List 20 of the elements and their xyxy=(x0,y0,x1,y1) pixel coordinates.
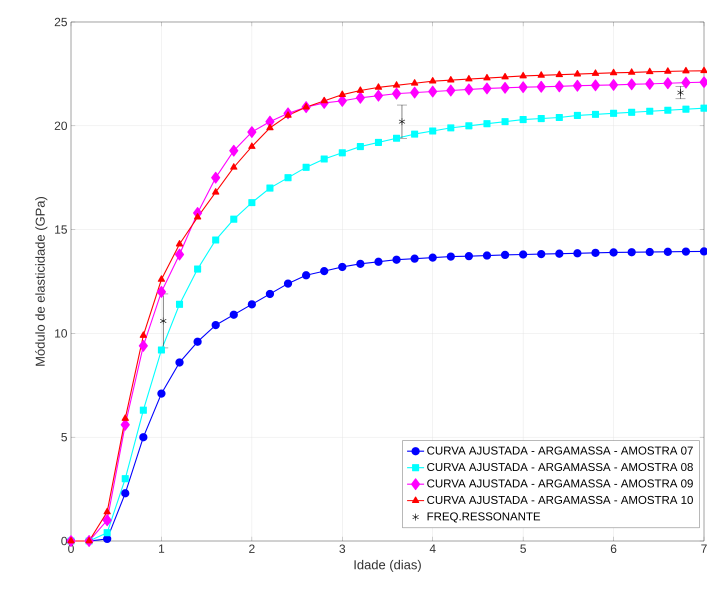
x-tick-label: 4 xyxy=(430,544,436,553)
legend-label: CURVA AJUSTADA - ARGAMASSA - AMOSTRA 08 xyxy=(427,462,693,472)
legend-label: CURVA AJUSTADA - ARGAMASSA - AMOSTRA 09 xyxy=(427,479,693,488)
x-tick-label: 7 xyxy=(701,544,707,553)
y-tick-label: 25 xyxy=(54,18,67,26)
x-tick-label: 6 xyxy=(610,544,616,553)
x-tick-label: 1 xyxy=(159,544,164,553)
y-tick-label: 10 xyxy=(55,329,68,338)
legend-label: CURVA AJUSTADA - ARGAMASSA - AMOSTRA 07 xyxy=(427,446,693,455)
y-tick-label: 5 xyxy=(61,433,67,442)
y-tick-label: 20 xyxy=(54,122,68,130)
y-tick-label: 15 xyxy=(55,225,67,234)
x-tick-label: 2 xyxy=(249,544,255,553)
legend-label: FREQ.RESSONANTE xyxy=(428,512,540,523)
x-axis-title: Idade (dias) xyxy=(354,560,421,572)
legend-label: CURVA AJUSTADA - ARGAMASSA - AMOSTRA 10 xyxy=(427,496,693,504)
x-tick-label: 3 xyxy=(339,544,346,553)
y-tick-label: 0 xyxy=(61,536,68,546)
y-axis-title: Módulo de elasticidade (GPa) xyxy=(35,197,48,366)
x-tick-label: 5 xyxy=(520,544,526,553)
